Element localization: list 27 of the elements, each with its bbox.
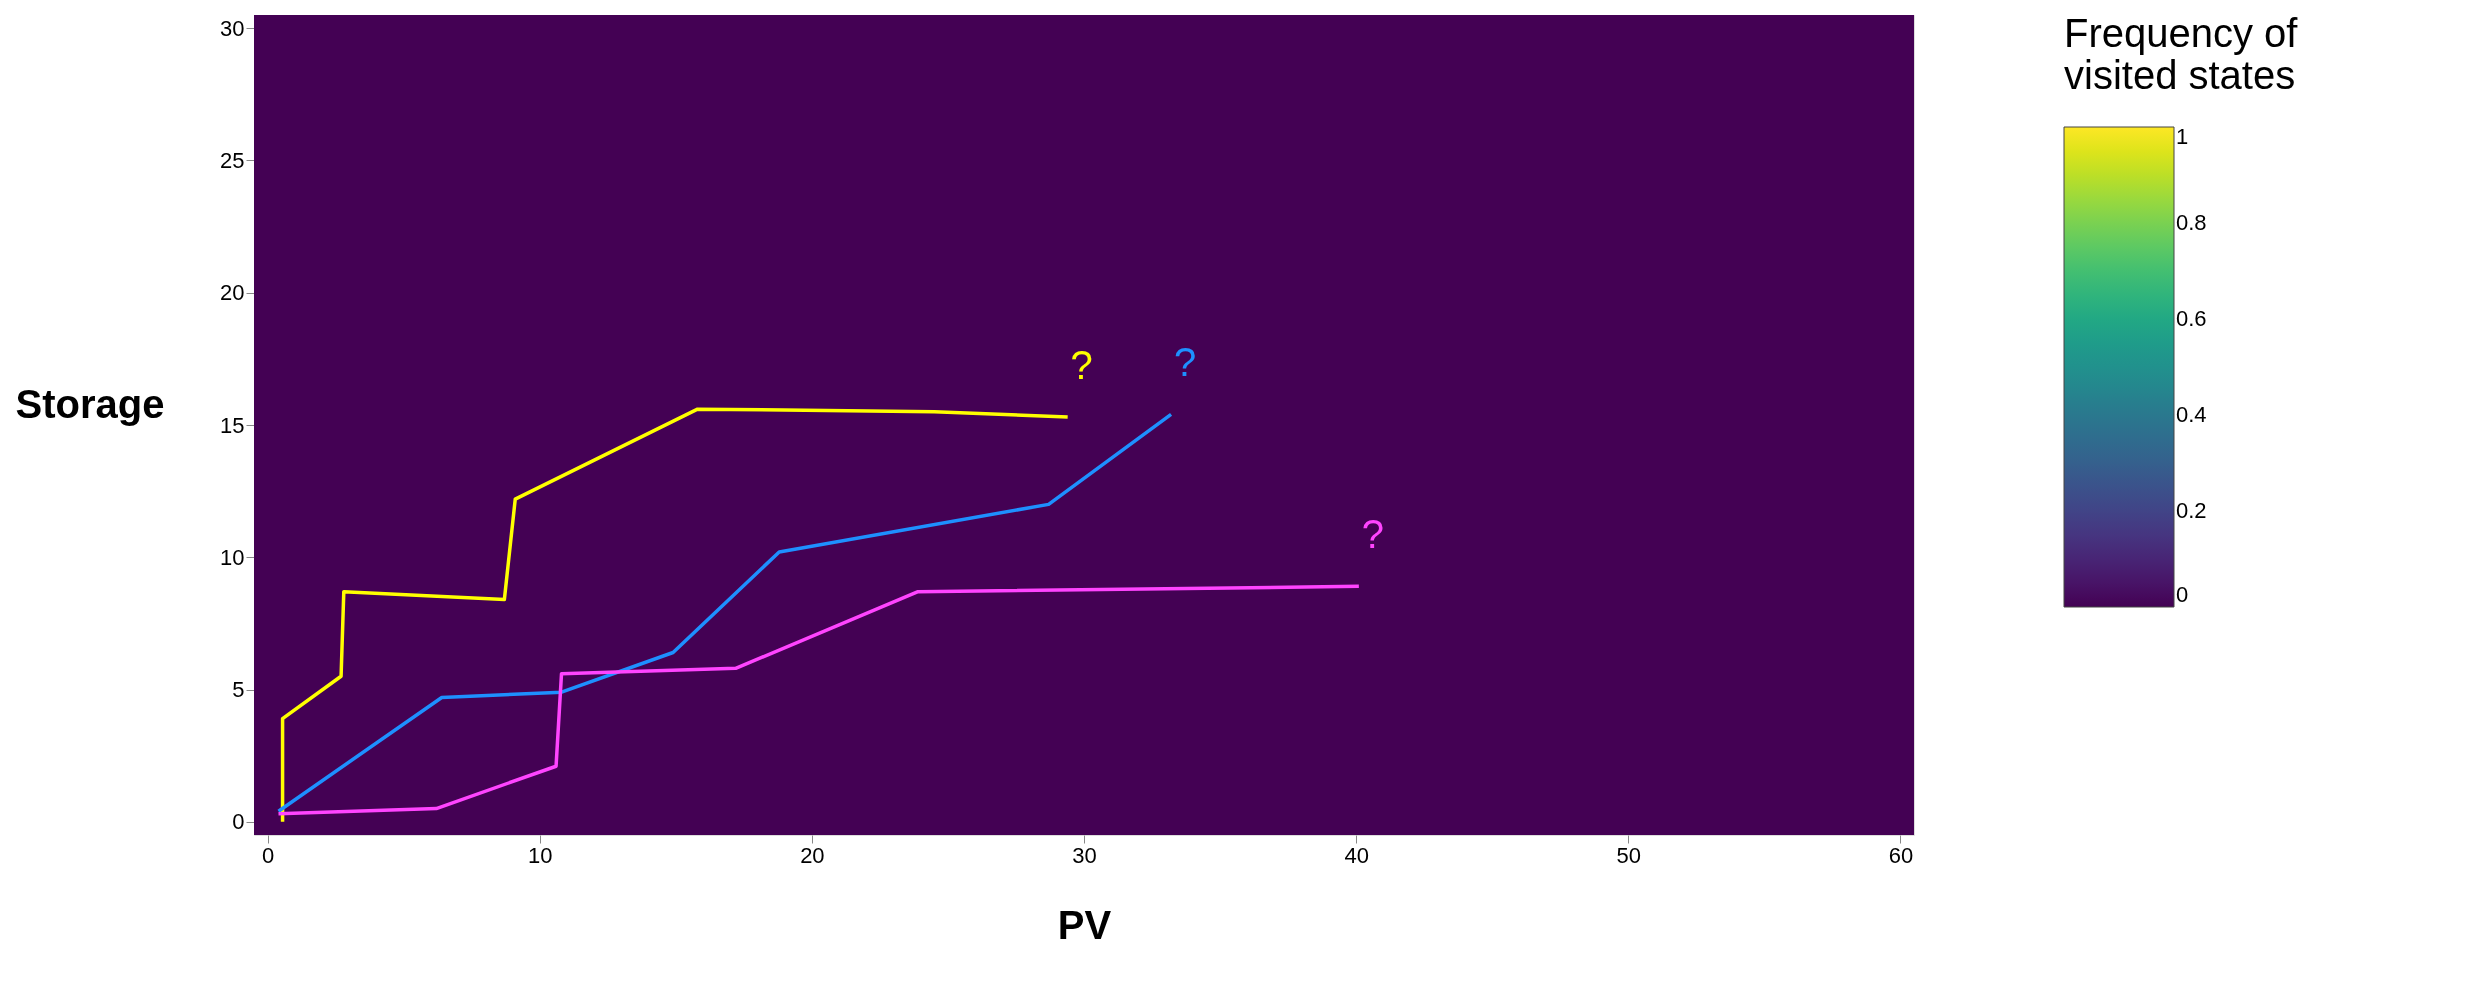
y-tick-label: 0 — [232, 809, 245, 835]
annotation: ? — [1070, 343, 1093, 388]
x-tick-label: 10 — [528, 842, 553, 868]
color-bar-label: 1 — [2176, 124, 2189, 149]
color-bar-label: 0.6 — [2176, 306, 2207, 331]
x-axis-title: PV — [1057, 902, 1112, 947]
color-bar-label: 0 — [2176, 582, 2189, 607]
color-bar-label: 0.8 — [2176, 210, 2207, 235]
y-tick-label: 10 — [220, 544, 245, 570]
annotation: ? — [1173, 340, 1197, 385]
y-axis-title: Storage — [15, 381, 165, 426]
x-tick-label: 40 — [1344, 842, 1369, 868]
color-bar-label: 0.4 — [2176, 402, 2207, 427]
x-tick-label: 0 — [261, 842, 275, 868]
y-tick-label: 20 — [220, 280, 245, 306]
y-tick-label: 15 — [220, 412, 245, 438]
y-tick-label: 30 — [220, 15, 245, 41]
x-tick-label: 20 — [800, 842, 825, 868]
x-tick-label: 50 — [1616, 842, 1641, 868]
color-bar-title: Frequency of visited states — [2064, 11, 2299, 97]
x-tick-label: 60 — [1888, 842, 1914, 868]
y-tick-label: 25 — [220, 147, 245, 173]
color-bar-label: 0.2 — [2176, 498, 2207, 523]
y-tick-label: 5 — [232, 677, 245, 703]
line-series — [276, 584, 1361, 816]
x-tick-label: 30 — [1072, 842, 1097, 868]
annotation: ? — [1361, 512, 1384, 557]
